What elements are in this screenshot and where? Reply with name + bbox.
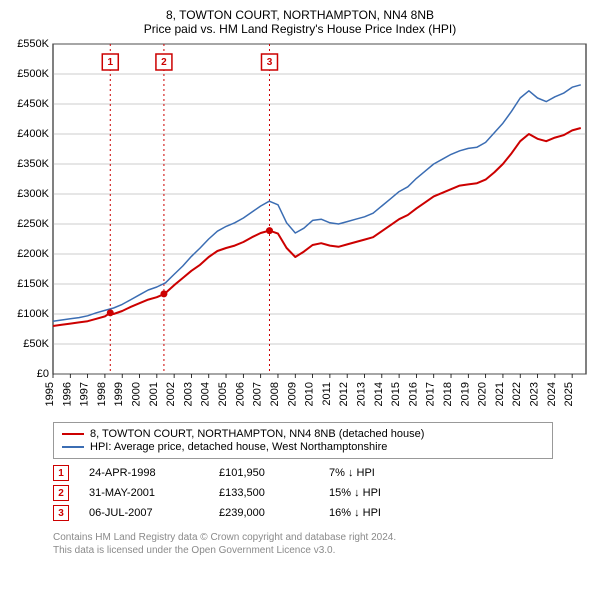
svg-text:2: 2 — [161, 57, 167, 68]
attribution-line-2: This data is licensed under the Open Gov… — [53, 544, 592, 557]
svg-text:1998: 1998 — [96, 382, 108, 406]
title-line-1: 8, TOWTON COURT, NORTHAMPTON, NN4 8NB — [8, 8, 592, 22]
legend-row: 8, TOWTON COURT, NORTHAMPTON, NN4 8NB (d… — [62, 428, 544, 440]
marker-price: £101,950 — [219, 467, 309, 479]
marker-date: 31-MAY-2001 — [89, 487, 199, 499]
svg-text:£500K: £500K — [17, 68, 49, 80]
svg-text:£450K: £450K — [17, 98, 49, 110]
svg-text:£400K: £400K — [17, 128, 49, 140]
svg-text:1999: 1999 — [113, 382, 125, 406]
svg-text:2019: 2019 — [459, 382, 471, 406]
svg-text:2024: 2024 — [546, 382, 558, 406]
svg-text:£100K: £100K — [17, 308, 49, 320]
chart-svg: £0 £50K £100K £150K £200K £250K £300K £350K £400… — [8, 36, 592, 416]
line-chart: £0 £50K £100K £150K £200K £250K £300K £350K £400… — [8, 36, 592, 416]
svg-text:1996: 1996 — [61, 382, 73, 406]
svg-text:2017: 2017 — [425, 382, 437, 406]
chart-titles: 8, TOWTON COURT, NORTHAMPTON, NN4 8NB Pr… — [8, 8, 592, 36]
marker-badge: 1 — [53, 465, 69, 481]
svg-text:1995: 1995 — [44, 382, 56, 406]
svg-text:2008: 2008 — [269, 382, 281, 406]
legend-swatch — [62, 446, 84, 448]
svg-text:2012: 2012 — [338, 382, 350, 406]
legend-label: 8, TOWTON COURT, NORTHAMPTON, NN4 8NB (d… — [90, 428, 424, 440]
legend-label: HPI: Average price, detached house, West… — [90, 441, 387, 453]
svg-text:1: 1 — [107, 57, 113, 68]
svg-text:2006: 2006 — [234, 382, 246, 406]
svg-text:2001: 2001 — [148, 382, 160, 406]
marker-date: 24-APR-1998 — [89, 467, 199, 479]
marker-price: £239,000 — [219, 507, 309, 519]
marker-table: 1 24-APR-1998 £101,950 7% ↓ HPI 2 31-MAY-2001… — [53, 465, 553, 521]
marker-badge: 3 — [53, 505, 69, 521]
marker-pct: 7% ↓ HPI — [329, 467, 429, 479]
legend-swatch — [62, 433, 84, 435]
marker-date: 06-JUL-2007 — [89, 507, 199, 519]
svg-text:2002: 2002 — [165, 382, 177, 406]
svg-text:2005: 2005 — [217, 382, 229, 406]
svg-text:£550K: £550K — [17, 38, 49, 50]
svg-text:2022: 2022 — [511, 382, 523, 406]
svg-text:2010: 2010 — [304, 382, 316, 406]
svg-text:£350K: £350K — [17, 158, 49, 170]
svg-text:£50K: £50K — [23, 338, 49, 350]
svg-text:2004: 2004 — [200, 382, 212, 406]
svg-text:1997: 1997 — [79, 382, 91, 406]
svg-text:2009: 2009 — [286, 382, 298, 406]
svg-text:2021: 2021 — [494, 382, 506, 406]
svg-text:2011: 2011 — [321, 382, 333, 406]
marker-badge: 2 — [53, 485, 69, 501]
svg-text:2018: 2018 — [442, 382, 454, 406]
svg-text:£250K: £250K — [17, 218, 49, 230]
svg-text:2003: 2003 — [182, 382, 194, 406]
svg-text:£0: £0 — [37, 368, 49, 380]
svg-text:2000: 2000 — [131, 382, 143, 406]
marker-table-row: 2 31-MAY-2001 £133,500 15% ↓ HPI — [53, 485, 553, 501]
marker-price: £133,500 — [219, 487, 309, 499]
svg-text:2015: 2015 — [390, 382, 402, 406]
svg-text:2007: 2007 — [252, 382, 264, 406]
svg-text:2025: 2025 — [563, 382, 575, 406]
marker-table-row: 3 06-JUL-2007 £239,000 16% ↓ HPI — [53, 505, 553, 521]
svg-text:2014: 2014 — [373, 382, 385, 406]
svg-text:3: 3 — [267, 57, 273, 68]
legend-row: HPI: Average price, detached house, West… — [62, 441, 544, 453]
svg-text:£150K: £150K — [17, 278, 49, 290]
svg-text:2013: 2013 — [355, 382, 367, 406]
marker-pct: 15% ↓ HPI — [329, 487, 429, 499]
svg-text:2023: 2023 — [529, 382, 541, 406]
title-line-2: Price paid vs. HM Land Registry's House … — [8, 22, 592, 36]
marker-table-row: 1 24-APR-1998 £101,950 7% ↓ HPI — [53, 465, 553, 481]
legend: 8, TOWTON COURT, NORTHAMPTON, NN4 8NB (d… — [53, 422, 553, 459]
svg-text:£200K: £200K — [17, 248, 49, 260]
marker-pct: 16% ↓ HPI — [329, 507, 429, 519]
svg-text:2020: 2020 — [477, 382, 489, 406]
attribution: Contains HM Land Registry data © Crown c… — [53, 531, 592, 557]
svg-text:£300K: £300K — [17, 188, 49, 200]
svg-text:2016: 2016 — [407, 382, 419, 406]
attribution-line-1: Contains HM Land Registry data © Crown c… — [53, 531, 592, 544]
